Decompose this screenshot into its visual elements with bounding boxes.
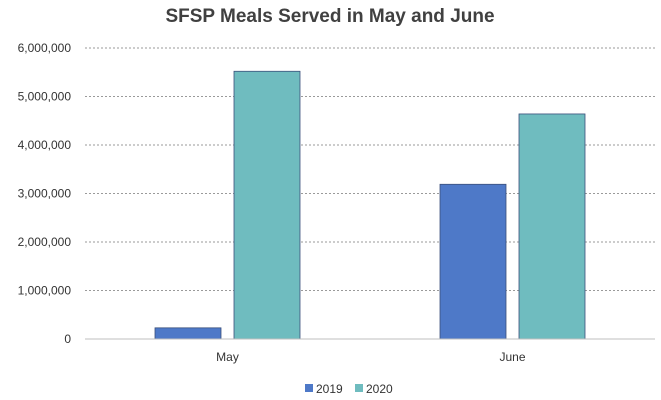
legend-swatch-2020: [355, 384, 363, 392]
bar-2019-june: [439, 183, 507, 340]
y-axis-ticks: 0 1,000,000 2,000,000 3,000,000 4,000,000 5,0…: [18, 41, 72, 346]
bar-2020-june: [518, 113, 586, 340]
y-tick-label: 5,000,000: [18, 90, 72, 104]
legend-swatch-2019: [305, 384, 313, 392]
y-tick-label: 4,000,000: [18, 138, 72, 152]
x-category-label: May: [216, 350, 239, 364]
legend: 2019 2020: [305, 382, 393, 396]
chart-title: SFSP Meals Served in May and June: [165, 6, 494, 27]
y-tick-label: 0: [64, 332, 71, 346]
x-axis-categories: May June: [216, 350, 526, 364]
gridlines: [85, 47, 655, 291]
y-tick-label: 3,000,000: [18, 187, 72, 201]
x-category-label: June: [499, 350, 525, 364]
y-tick-label: 1,000,000: [18, 284, 72, 298]
bar-2019-may: [154, 327, 222, 340]
bar-2020-may: [233, 70, 301, 340]
legend-label: 2019: [316, 382, 343, 396]
bars: [154, 70, 586, 340]
legend-label: 2020: [366, 382, 393, 396]
y-tick-label: 2,000,000: [18, 235, 72, 249]
y-tick-label: 6,000,000: [18, 41, 72, 55]
